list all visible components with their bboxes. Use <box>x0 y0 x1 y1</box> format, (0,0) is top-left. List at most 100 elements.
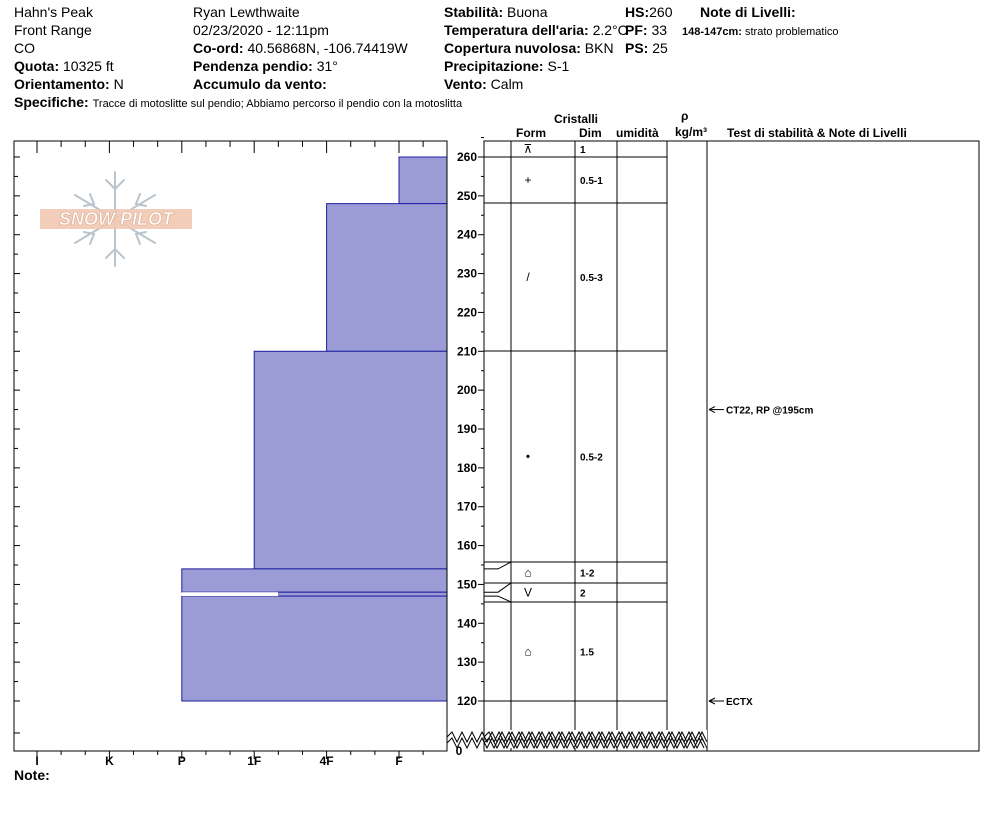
hardness-label: P <box>178 754 186 768</box>
crystals-header: Cristalli <box>554 112 599 126</box>
profile-table-frame <box>483 140 980 752</box>
test-arrow-icon <box>708 406 716 414</box>
crystal-form-symbol: • <box>526 450 530 464</box>
wind: Vento: Calm <box>444 76 523 92</box>
stability-label: Stabilità: <box>444 4 504 20</box>
observer-name: Ryan Lewthwaite <box>193 4 300 20</box>
air-temperature: Temperatura dell'aria: 2.2°C <box>444 22 628 38</box>
height-label: 120 <box>457 694 477 708</box>
air-temp-label: Temperatura dell'aria: <box>444 22 589 38</box>
snow-height: HS:260 <box>625 4 672 20</box>
hardness-label: 1F <box>247 754 261 768</box>
crystal-form-symbol: + <box>524 173 531 187</box>
notes-label: Note: <box>14 767 50 783</box>
table-break-upper <box>483 730 705 744</box>
aspect: Orientamento: N <box>14 76 124 92</box>
crystal-dim-value: 0.5-3 <box>580 273 603 284</box>
state-name: CO <box>14 40 35 56</box>
height-label: 180 <box>457 461 477 475</box>
elevation-label: Quota: <box>14 58 60 74</box>
specifics-value: Tracce di motoslitte sul pendio; Abbiamo… <box>92 98 463 110</box>
crystal-form-symbol: ⊼ <box>524 142 533 156</box>
hardness-bar <box>277 591 448 597</box>
slope: Pendenza pendio: 31° <box>193 58 338 74</box>
layer-note: 148-147cm: strato problematico <box>682 24 839 40</box>
height-label: 260 <box>457 150 477 164</box>
logo-text: SNOW PILOT <box>59 209 175 229</box>
crystal-dim-value: 1.5 <box>580 648 594 659</box>
hs-value: 260 <box>649 4 673 20</box>
crystal-form-symbol: / <box>526 270 530 284</box>
coords-value: 40.56868N, -106.74419W <box>247 40 408 56</box>
hardness-label: K <box>105 754 114 768</box>
stability-test-label: ECTX <box>726 697 753 708</box>
density-unit-header: kg/m³ <box>675 125 708 139</box>
coords-label: Co-ord: <box>193 40 244 56</box>
slope-label: Pendenza pendio: <box>193 58 313 74</box>
elevation: Quota: 10325 ft <box>14 58 114 74</box>
stability-test-label: CT22, RP @195cm <box>726 406 813 417</box>
height-label: 210 <box>457 344 477 358</box>
hardness-label: F <box>395 754 402 768</box>
precipitation: Precipitazione: S-1 <box>444 58 569 74</box>
dim-header: Dim <box>579 126 602 140</box>
form-header: Form <box>516 126 546 140</box>
height-label: 130 <box>457 655 477 669</box>
observation-datetime: 02/23/2020 - 12:11pm <box>193 22 329 38</box>
coordinates: Co-ord: 40.56868N, -106.74419W <box>193 40 408 56</box>
hardness-bar <box>398 156 448 205</box>
hardness-bar <box>253 350 448 570</box>
crystal-dim-value: 0.5-1 <box>580 176 603 187</box>
layer-connector <box>484 561 512 570</box>
cloud-label: Copertura nuvolosa: <box>444 40 581 56</box>
height-label: 250 <box>457 189 477 203</box>
height-label: 240 <box>457 228 477 242</box>
crystal-form-symbol: V <box>524 586 532 600</box>
cloud-value: BKN <box>584 40 614 56</box>
layer-notes-title: Note di Livelli: <box>700 4 796 20</box>
aspect-label: Orientamento: <box>14 76 110 92</box>
hardness-bar <box>181 595 448 702</box>
wind-value: Calm <box>490 76 524 92</box>
hs-label: HS: <box>625 4 650 20</box>
slope-value: 31° <box>316 58 338 74</box>
layer-gap <box>181 592 279 597</box>
hardness-label: 4F <box>320 754 334 768</box>
foot-penetration: PS: 25 <box>625 40 668 56</box>
specifics: Specifiche: Tracce di motoslitte sul pen… <box>14 94 462 112</box>
pf-value: 33 <box>651 22 668 38</box>
location-name: Hahn's Peak <box>14 4 93 20</box>
wind-loading: Accumulo da vento: <box>193 76 327 92</box>
height-label: 190 <box>457 422 477 436</box>
crystal-dim-value: 1-2 <box>580 569 595 580</box>
crystal-dim-value: 0.5-2 <box>580 453 603 464</box>
test-arrow-icon <box>708 697 716 705</box>
precip-label: Precipitazione: <box>444 58 544 74</box>
ps-label: PS: <box>625 40 649 56</box>
wind-loading-label: Accumulo da vento: <box>193 76 327 92</box>
hardness-bar <box>326 203 448 352</box>
crystal-form-symbol: ⌂ <box>524 645 531 659</box>
aspect-value: N <box>113 76 124 92</box>
specifics-label: Specifiche: <box>14 94 89 110</box>
height-label: 170 <box>457 500 477 514</box>
table-break-lower <box>483 736 705 750</box>
crystal-dim-value: 1 <box>580 145 586 156</box>
height-label: 160 <box>457 539 477 553</box>
height-label: 230 <box>457 267 477 281</box>
height-label: 150 <box>457 577 477 591</box>
stability-tests-header: Test di stabilità & Note di Livelli <box>727 126 907 140</box>
rho-header: ρ <box>681 109 689 123</box>
height-label: 200 <box>457 383 477 397</box>
height-base-label: 0 <box>456 744 463 758</box>
stability-value: Buona <box>507 4 548 20</box>
stability: Stabilità: Buona <box>444 4 548 20</box>
layer-connector <box>484 582 512 593</box>
layer-connector <box>484 595 512 603</box>
height-label: 220 <box>457 305 477 319</box>
elevation-value: 10325 ft <box>63 58 114 74</box>
range-name: Front Range <box>14 22 92 38</box>
wind-label: Vento: <box>444 76 487 92</box>
hardness-bar <box>181 568 448 593</box>
